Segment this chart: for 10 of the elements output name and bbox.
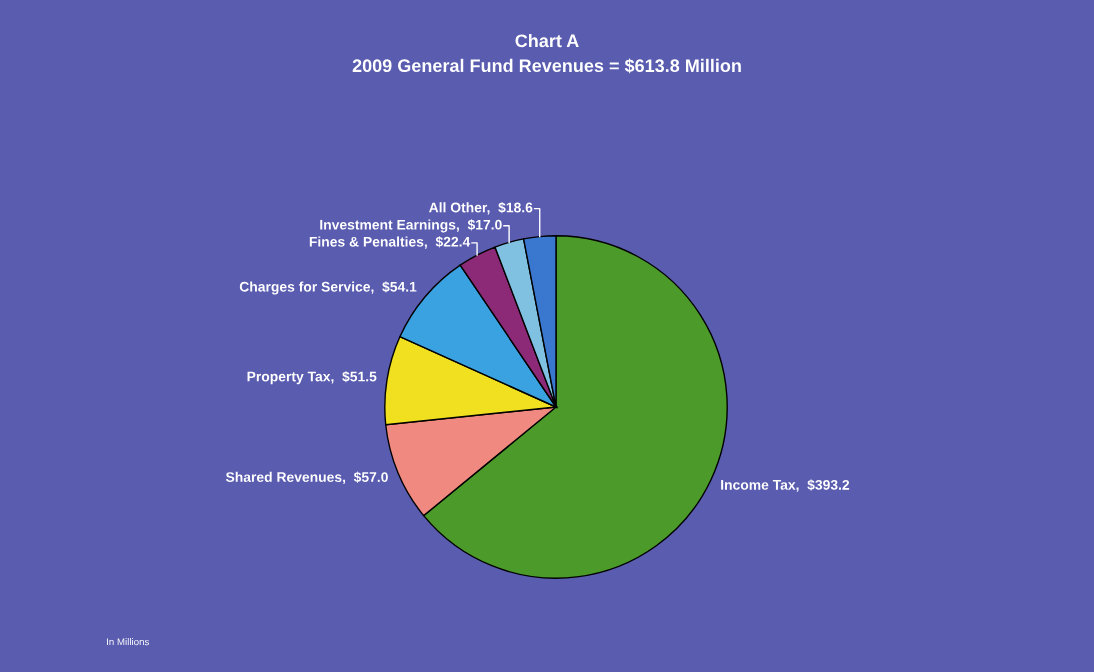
slice-label: Charges for Service, $54.1 <box>239 281 417 295</box>
slice-label: Fines & Penalties, $22.4 <box>309 236 471 249</box>
slice-label: Investment Earnings, $17.0 <box>320 219 502 233</box>
text: In Millions <box>107 638 149 646</box>
slice-label: Property Tax, $51.5 <box>247 371 377 385</box>
slice-label: All Other, $18.6 <box>429 201 533 215</box>
chart-subtitle: 2009 General Fund Revenues = $613.8 Million <box>352 58 741 74</box>
chart-title: Chart A <box>515 33 579 48</box>
slice-label: Income Tax, $393.2 <box>721 479 850 492</box>
slice-label: Shared Revenues, $57.0 <box>225 471 388 484</box>
